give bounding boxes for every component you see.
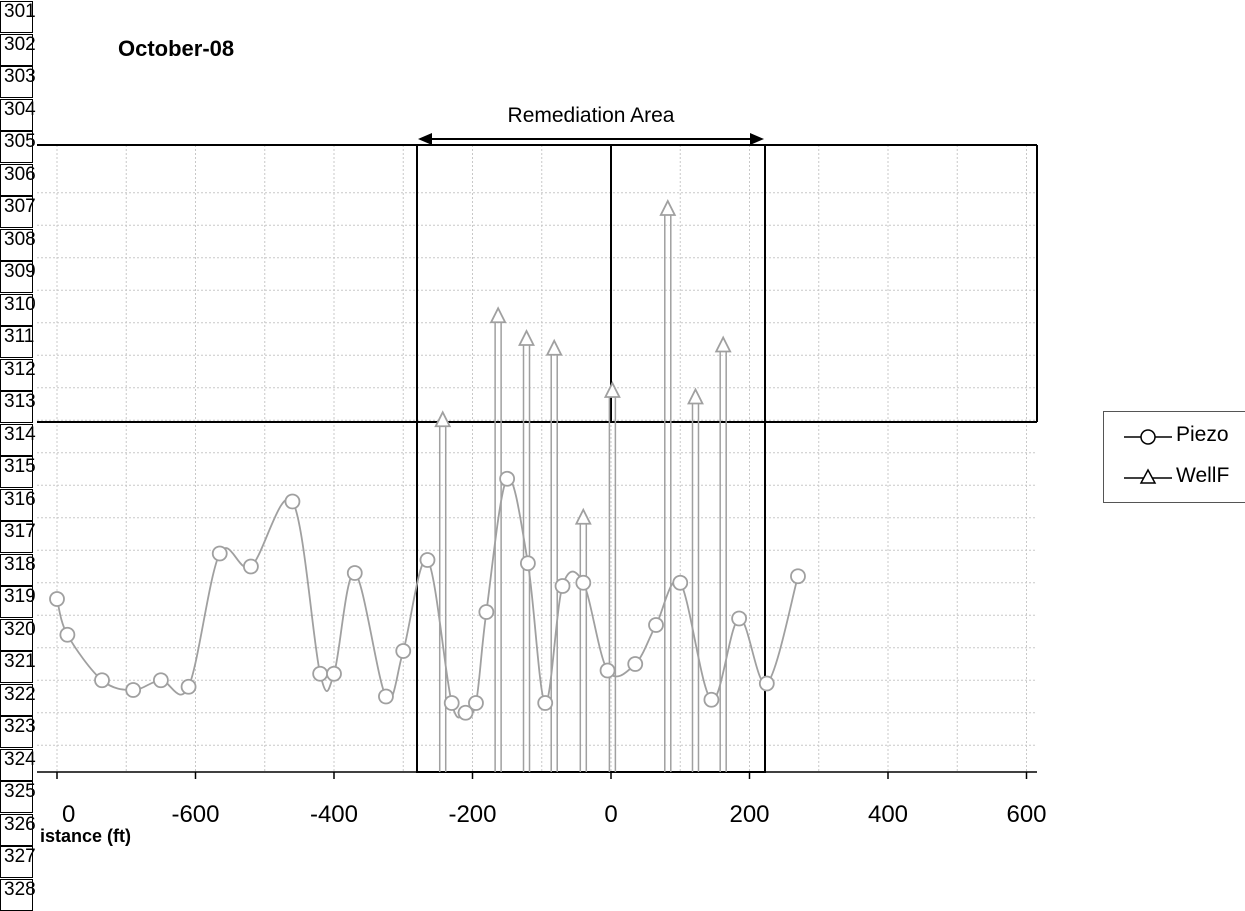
piezo-point xyxy=(648,617,664,633)
piezo-point xyxy=(575,574,592,591)
piezo-point xyxy=(457,704,474,721)
row-header: 308 xyxy=(0,228,36,261)
piezo-point xyxy=(49,591,65,607)
piezo-point xyxy=(419,552,436,568)
row-header: 323 xyxy=(0,716,36,748)
x-tick-label: -400 xyxy=(310,801,358,828)
remediation-arrow-left-head xyxy=(418,133,432,145)
piezo-point xyxy=(443,695,460,711)
piezo-point xyxy=(378,688,394,705)
piezo-point xyxy=(152,672,169,689)
row-header: 320 xyxy=(0,618,36,651)
piezo-point xyxy=(758,675,775,692)
row-header: 310 xyxy=(0,293,36,326)
row-header: 314 xyxy=(0,423,36,456)
row-headers: 301 302 303 304 305 306 307 308 309 310 311 312 313 3… xyxy=(0,0,36,911)
row-header: 322 xyxy=(0,683,36,716)
row-header: 306 xyxy=(0,163,36,196)
series xyxy=(49,198,806,772)
row-header: 307 xyxy=(0,196,36,228)
row-header: 326 xyxy=(0,813,36,846)
row-header: 304 xyxy=(0,98,36,131)
piezo-point xyxy=(478,604,495,620)
remediation-arrow-right-head xyxy=(750,133,764,145)
row-header: 319 xyxy=(0,586,36,618)
row-header: 302 xyxy=(0,33,36,66)
wellf-point xyxy=(545,338,563,356)
piezo-point xyxy=(468,695,484,711)
row-header: 301 xyxy=(0,1,36,33)
triangle-marker-icon xyxy=(1124,468,1172,484)
piezo-point xyxy=(211,545,228,562)
row-header: 309 xyxy=(0,261,36,293)
piezo-point xyxy=(627,656,644,672)
x-tick-label: 0 xyxy=(62,801,75,828)
piezo-point xyxy=(242,558,259,575)
row-header: 321 xyxy=(0,651,36,683)
piezo-point xyxy=(346,565,363,581)
row-header: 311 xyxy=(0,326,34,358)
wellf-point xyxy=(603,380,621,398)
piezo-point xyxy=(59,626,76,643)
piezo-point xyxy=(94,672,110,689)
row-header: 305 xyxy=(0,131,36,163)
row-header: 325 xyxy=(0,781,36,813)
row-header: 317 xyxy=(0,521,36,553)
x-tick-label: 0 xyxy=(604,801,617,828)
piezo-point xyxy=(703,691,720,708)
row-header: 328 xyxy=(0,878,36,911)
piezo-point xyxy=(520,555,536,572)
wellf-point xyxy=(574,507,592,525)
piezo-point xyxy=(554,578,571,594)
row-header: 324 xyxy=(0,748,36,781)
piezo-point xyxy=(326,665,342,682)
wellf-point xyxy=(687,387,704,405)
x-ticks: 0 -600 -400 -200 0 200 400 600 xyxy=(56,772,1047,828)
x-tick-label: -200 xyxy=(448,801,496,828)
row-header: 303 xyxy=(0,66,36,98)
wellf-point xyxy=(489,306,507,324)
piezo-point xyxy=(284,493,301,510)
wellf-point xyxy=(518,328,535,346)
remediation-box xyxy=(416,144,766,773)
remediation-frame xyxy=(37,133,1038,773)
x-axis-label: istance (ft) xyxy=(40,826,132,846)
piezo-point xyxy=(180,678,197,695)
row-header: 315 xyxy=(0,456,36,488)
circle-marker-icon xyxy=(1124,429,1172,445)
row-header: 318 xyxy=(0,553,36,586)
row-header: 327 xyxy=(0,846,36,878)
x-tick-label: 600 xyxy=(1006,801,1046,828)
piezo-point xyxy=(499,470,516,487)
x-tick-label: -600 xyxy=(171,801,219,828)
wellf-point xyxy=(659,198,677,216)
row-header: 312 xyxy=(0,358,36,391)
legend: Piezo WellF xyxy=(1103,411,1245,503)
legend-label-piezo: Piezo xyxy=(1176,423,1229,446)
row-header: 313 xyxy=(0,391,36,423)
wellf-point xyxy=(714,335,732,353)
chart-title: October-08 xyxy=(118,36,235,61)
x-tick-label: 200 xyxy=(729,801,769,828)
remediation-area-label: Remediation Area xyxy=(507,104,675,127)
piezo-point xyxy=(395,643,412,659)
piezo-point xyxy=(125,682,142,698)
piezo-point xyxy=(790,568,806,585)
piezo-point xyxy=(731,610,748,627)
piezo-point xyxy=(537,695,554,711)
wellf-point xyxy=(434,410,452,428)
grid xyxy=(37,145,1037,772)
piezo-point xyxy=(599,662,616,679)
x-tick-label: 400 xyxy=(868,801,908,828)
row-header: 316 xyxy=(0,488,36,521)
legend-label-wellf: WellF xyxy=(1176,464,1230,487)
piezo-point xyxy=(312,665,329,682)
piezo-point xyxy=(672,574,689,591)
